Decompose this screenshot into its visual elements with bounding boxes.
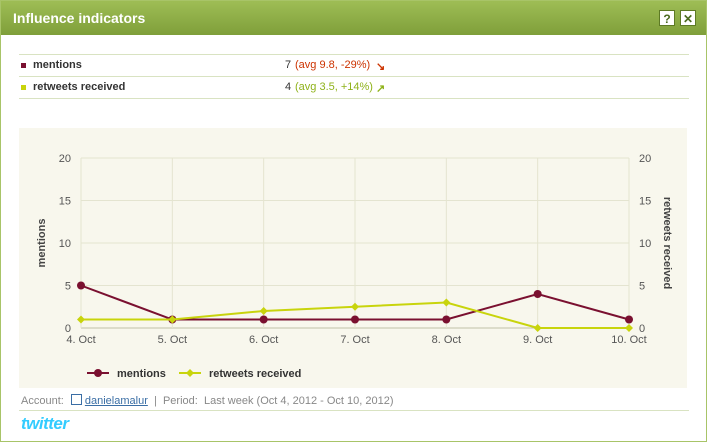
legend-label: retweets received bbox=[209, 368, 301, 380]
data-point bbox=[625, 315, 633, 324]
trend-up-icon: ↗ bbox=[376, 83, 386, 95]
twitter-logo: twitter bbox=[21, 414, 69, 433]
data-point bbox=[351, 302, 359, 311]
data-point bbox=[533, 324, 542, 332]
x-tick-label: 9. Oct bbox=[523, 334, 552, 346]
data-point bbox=[168, 315, 177, 324]
trend-down-icon: ↘ bbox=[376, 61, 386, 73]
widget-title: Influence indicators bbox=[13, 10, 146, 26]
left-axis-title: mentions bbox=[36, 219, 48, 268]
metric-row-mentions: mentions 7 (avg 9.8, -29%) ↘ bbox=[19, 54, 689, 77]
y-tick-label: 20 bbox=[59, 153, 71, 165]
data-point bbox=[351, 315, 359, 324]
account-label: Account: bbox=[21, 395, 64, 407]
metric-avg: (avg 9.8, -29%) bbox=[295, 59, 371, 71]
external-link-icon bbox=[70, 394, 82, 405]
y2-tick-label: 5 bbox=[639, 281, 645, 293]
data-point bbox=[442, 298, 451, 307]
retweets-color-marker bbox=[21, 85, 26, 90]
x-axis-ticks: 4. Oct 5. Oct 6. Oct 7. Oct 8. Oct 9. Oct 10. … bbox=[66, 334, 646, 346]
data-point bbox=[625, 324, 633, 332]
close-button[interactable]: ✕ bbox=[680, 10, 696, 26]
legend-marker bbox=[94, 369, 102, 377]
metric-label: mentions bbox=[33, 59, 82, 71]
data-point bbox=[77, 281, 85, 290]
metrics-list: mentions 7 (avg 9.8, -29%) ↘ retweets re… bbox=[19, 54, 689, 99]
chart-area: 0 5 10 15 20 0 5 10 15 20 4. Oct 5. Oct 6. Oct 7. O… bbox=[19, 128, 687, 388]
y-tick-label: 5 bbox=[65, 281, 71, 293]
widget-titlebar: Influence indicators ? ✕ bbox=[1, 1, 706, 35]
x-tick-label: 6. Oct bbox=[249, 334, 278, 346]
legend-marker bbox=[186, 369, 194, 377]
period-value: Last week (Oct 4, 2012 - Oct 10, 2012) bbox=[203, 395, 394, 407]
y2-tick-label: 20 bbox=[639, 153, 651, 165]
metric-row-retweets: retweets received 4 (avg 3.5, +14%) ↗ bbox=[19, 76, 689, 99]
x-tick-label: 10. Oct bbox=[611, 334, 646, 346]
right-axis-title: retweets received bbox=[661, 197, 673, 289]
account-link[interactable]: danielamalur bbox=[84, 395, 148, 407]
help-button[interactable]: ? bbox=[659, 10, 675, 26]
right-axis-ticks: 0 5 10 15 20 bbox=[639, 153, 651, 335]
y-tick-label: 10 bbox=[59, 238, 71, 250]
y-tick-label: 15 bbox=[59, 196, 71, 208]
line-chart: 0 5 10 15 20 0 5 10 15 20 4. Oct 5. Oct 6. Oct 7. O… bbox=[36, 153, 673, 380]
mentions-color-marker bbox=[21, 63, 26, 68]
chart-grid bbox=[80, 157, 630, 329]
metric-label: retweets received bbox=[33, 81, 126, 93]
data-point bbox=[259, 307, 268, 315]
period-label: Period: bbox=[162, 395, 198, 407]
data-point bbox=[77, 315, 85, 324]
y2-tick-label: 15 bbox=[639, 196, 651, 208]
widget-footer: Account: danielamalur | Period: Last wee… bbox=[21, 394, 394, 407]
x-tick-label: 8. Oct bbox=[432, 334, 461, 346]
left-axis-ticks: 0 5 10 15 20 bbox=[59, 153, 71, 335]
y2-tick-label: 10 bbox=[639, 238, 651, 250]
x-tick-label: 4. Oct bbox=[66, 334, 95, 346]
footer-separator: | bbox=[153, 395, 157, 407]
data-point bbox=[533, 290, 542, 298]
y2-tick-label: 0 bbox=[639, 323, 645, 335]
metric-value: 7 bbox=[285, 59, 292, 71]
footer-divider bbox=[19, 410, 689, 411]
chart-series bbox=[77, 281, 633, 332]
chart-legend: mentions retweets received bbox=[87, 368, 301, 380]
data-point bbox=[259, 315, 268, 324]
y-tick-label: 0 bbox=[65, 323, 71, 335]
x-tick-label: 5. Oct bbox=[158, 334, 187, 346]
x-tick-label: 7. Oct bbox=[340, 334, 369, 346]
data-point bbox=[442, 315, 451, 324]
legend-label: mentions bbox=[117, 368, 166, 380]
metric-avg: (avg 3.5, +14%) bbox=[295, 81, 373, 93]
metric-value: 4 bbox=[285, 81, 292, 93]
